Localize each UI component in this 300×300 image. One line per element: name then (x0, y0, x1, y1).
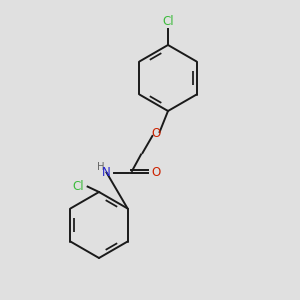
Text: N: N (102, 166, 111, 179)
Text: Cl: Cl (72, 179, 84, 193)
Text: Cl: Cl (162, 15, 174, 28)
Text: O: O (152, 166, 161, 179)
Text: H: H (98, 162, 105, 172)
Text: O: O (152, 127, 160, 140)
